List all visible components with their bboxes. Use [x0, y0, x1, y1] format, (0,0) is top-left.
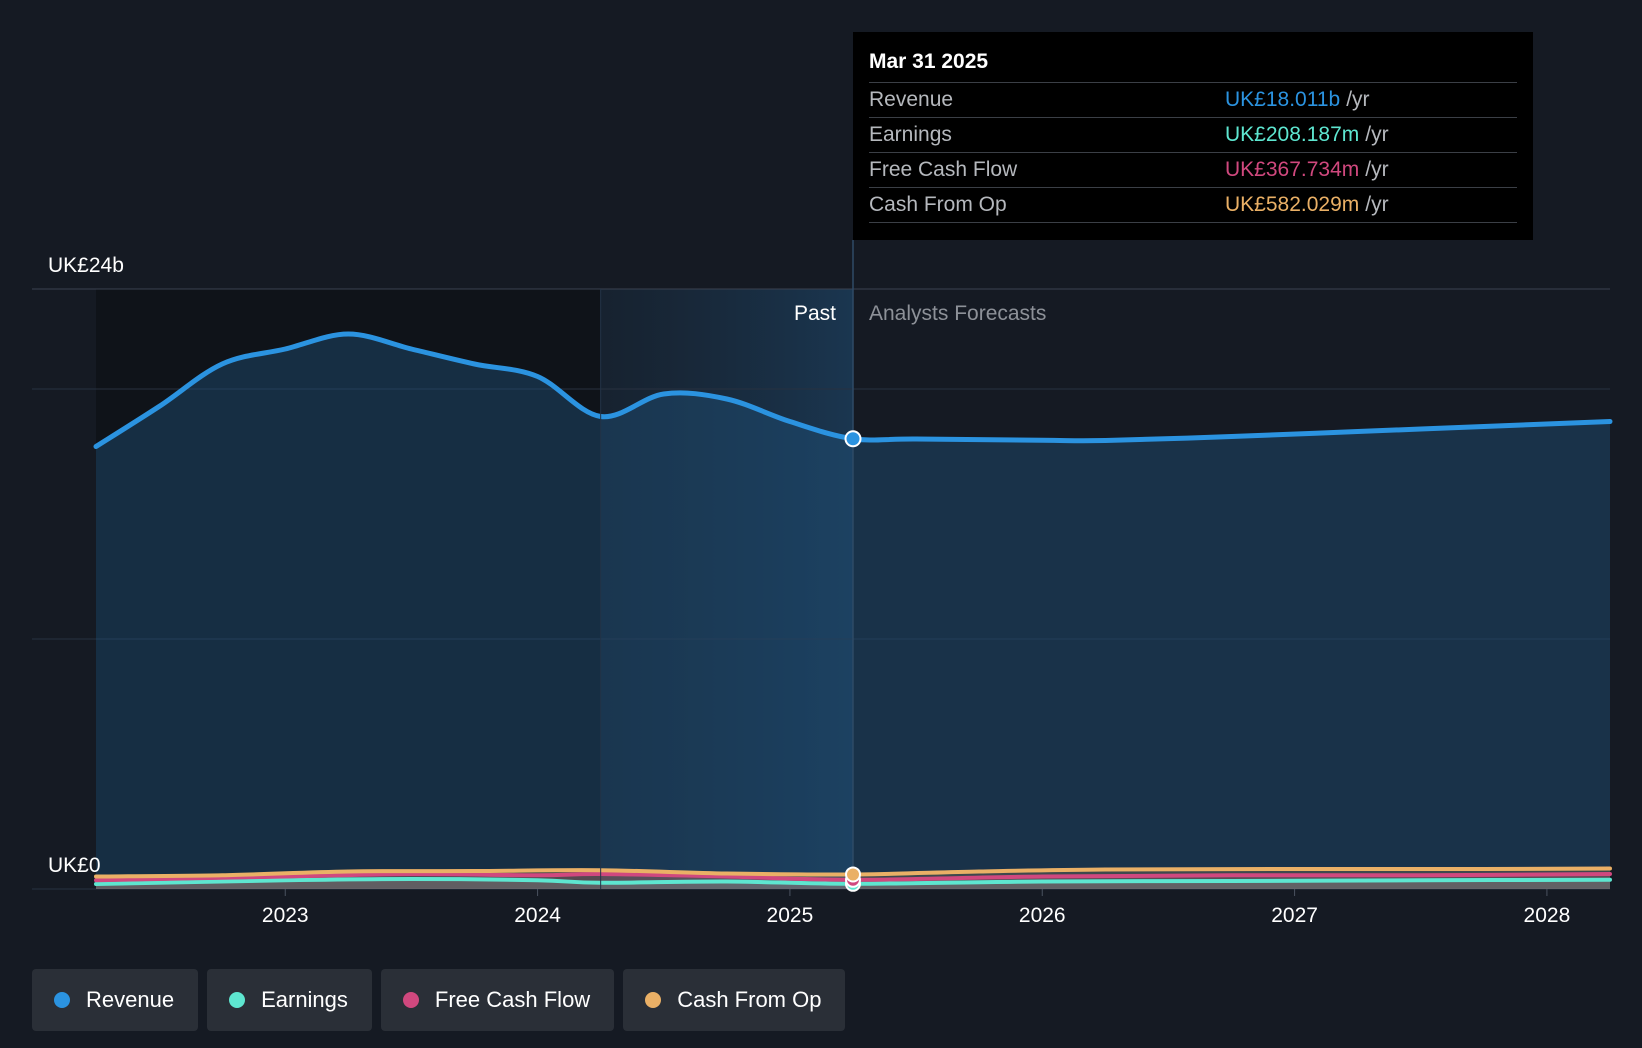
tooltip-free-cash-flow-unit: /yr	[1365, 158, 1389, 181]
legend: Revenue Earnings Free Cash Flow Cash Fro…	[32, 969, 846, 1031]
forecast-zone-label: Analysts Forecasts	[869, 302, 1046, 325]
gridlines	[32, 288, 1610, 890]
legend-item-free-cash-flow[interactable]: Free Cash Flow	[380, 969, 615, 1031]
past-zone-label: Past	[794, 302, 836, 325]
x-tick-label-2023: 2023	[262, 904, 309, 927]
legend-cash-from-op-label: Cash From Op	[677, 987, 822, 1012]
legend-revenue-label: Revenue	[86, 987, 175, 1012]
legend-free-cash-flow-label: Free Cash Flow	[434, 987, 591, 1012]
legend-item-cash-from-op[interactable]: Cash From Op	[623, 969, 846, 1031]
earnings-dot-icon	[229, 992, 246, 1008]
free-cash-flow-dot-icon	[402, 992, 419, 1008]
series-markers	[844, 430, 862, 892]
revenue-dot-icon	[54, 992, 70, 1008]
x-tick-label-2026: 2026	[1019, 904, 1066, 927]
x-axis-ticks: 2023 2024 2025 2026 2027 2028	[262, 889, 1570, 927]
tooltip-cash-from-op-unit: /yr	[1365, 193, 1389, 216]
tooltip-earnings-name: Earnings	[869, 123, 952, 146]
tooltip-cash-from-op-value: UK£582.029m	[1225, 193, 1360, 216]
tooltip-row-earnings: Earnings UK£208.187m /yr	[869, 118, 1517, 153]
legend-item-earnings[interactable]: Earnings	[207, 969, 372, 1031]
earnings-line	[94, 876, 1612, 886]
tooltip-row-revenue: Revenue UK£18.011b /yr	[869, 83, 1517, 118]
tooltip-free-cash-flow-name: Free Cash Flow	[869, 158, 1018, 181]
tooltip-free-cash-flow-value: UK£367.734m	[1225, 158, 1360, 181]
x-tick-label-2027: 2027	[1271, 904, 1318, 927]
tooltip-date: Mar 31 2025	[869, 46, 1517, 83]
legend-earnings-label: Earnings	[261, 987, 348, 1012]
tooltip-earnings-value: UK£208.187m	[1225, 123, 1360, 146]
tooltip-revenue-unit: /yr	[1346, 88, 1370, 111]
revenue-line	[93, 331, 1613, 449]
tooltip: Mar 31 2025 Revenue UK£18.011b /yr Earni…	[853, 32, 1533, 240]
x-tick-label-2024: 2024	[514, 904, 561, 927]
x-tick-label-2028: 2028	[1524, 904, 1571, 927]
revenue-marker	[844, 430, 862, 448]
legend-item-revenue[interactable]: Revenue	[32, 969, 199, 1031]
tooltip-row-cash-from-op: Cash From Op UK£582.029m /yr	[869, 188, 1517, 223]
cash-from-op-dot-icon	[645, 992, 662, 1008]
tooltip-cash-from-op-name: Cash From Op	[869, 193, 1007, 216]
y-axis-bottom-label: UK£0	[48, 854, 101, 877]
y-axis-top-label: UK£24b	[48, 254, 124, 277]
tooltip-earnings-unit: /yr	[1365, 123, 1389, 146]
tooltip-revenue-value: UK£18.011b	[1225, 88, 1341, 111]
tooltip-revenue-name: Revenue	[869, 88, 954, 111]
tooltip-row-free-cash-flow: Free Cash Flow UK£367.734m /yr	[869, 153, 1517, 188]
series-lines	[93, 331, 1613, 886]
x-tick-label-2025: 2025	[767, 904, 814, 927]
cash-from-op-marker	[845, 866, 861, 883]
cash-from-op-line	[94, 866, 1612, 879]
free-cash-flow-line	[94, 871, 1612, 883]
